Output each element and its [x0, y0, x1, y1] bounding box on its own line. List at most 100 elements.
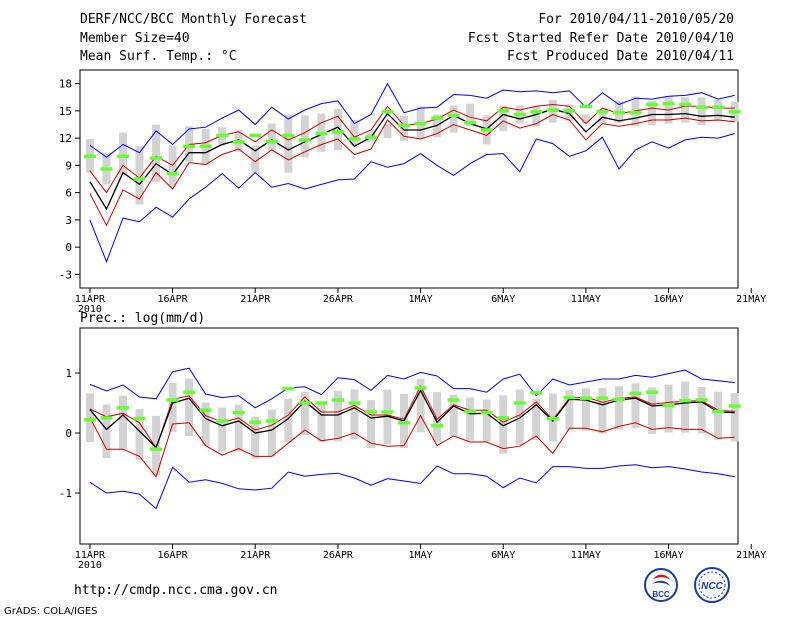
series-line-lower-spread	[89, 414, 735, 478]
spread-box	[135, 146, 144, 205]
bcc-logo: BCC	[644, 568, 678, 602]
temp-panel-title: Mean Surf. Temp.: °C	[80, 49, 237, 64]
spread-box	[466, 103, 475, 127]
spread-box	[681, 97, 690, 123]
spread-box	[366, 400, 375, 449]
y-tick-label: -3	[59, 268, 72, 281]
spread-box	[433, 392, 442, 442]
spread-box	[168, 382, 177, 432]
series-line-ensemble-max	[89, 133, 735, 264]
spread-box	[581, 388, 590, 431]
x-year-label: 2010	[78, 304, 102, 315]
x-tick-label: 21APR	[240, 294, 271, 305]
spread-box	[350, 389, 359, 440]
spread-box	[118, 132, 127, 176]
spread-box	[565, 390, 574, 430]
spread-box	[333, 109, 342, 150]
x-year-label: 2010	[78, 560, 102, 571]
spread-box	[350, 119, 359, 146]
temp-panel: -3 0 3 6 9 12 15 18 11APR 16APR 21APR 26APR 1MAY 6MAY…	[59, 78, 767, 315]
x-tick-label: 1MAY	[409, 550, 433, 561]
x-tick-label: 16MAY	[654, 550, 684, 561]
fcst-produced-date: Fcst Produced Date 2010/04/11	[507, 49, 734, 64]
x-tick-label: 11APR	[75, 294, 106, 305]
spread-box	[532, 106, 541, 127]
grads-credit: GrADS: COLA/IGES	[4, 606, 98, 617]
precip-panel-title: Prec.: log(mm/d)	[80, 311, 206, 326]
y-tick-label: 6	[65, 187, 72, 200]
spread-box	[152, 124, 161, 182]
spread-box	[168, 145, 177, 188]
spread-box	[648, 100, 657, 126]
series-line-lower-spread	[89, 113, 735, 227]
spread-box	[284, 398, 293, 443]
x-tick-label: 6MAY	[491, 294, 515, 305]
x-tick-label: 26APR	[323, 550, 354, 561]
spread-box	[251, 416, 260, 459]
x-tick-label: 16APR	[158, 550, 189, 561]
series-line-upper-spread	[89, 385, 735, 450]
spread-box	[185, 378, 194, 436]
spread-box	[251, 145, 260, 173]
spread-box	[383, 389, 392, 445]
series-line-ensemble-max	[89, 464, 735, 510]
spread-box	[449, 394, 458, 437]
spread-box	[482, 399, 491, 442]
ncc-logo: NCC	[694, 567, 730, 603]
x-tick-label: 21MAY	[736, 550, 766, 561]
spread-box	[317, 401, 326, 442]
spread-box	[697, 386, 706, 434]
spread-box	[267, 123, 276, 151]
series-line-ensemble-min	[89, 367, 735, 409]
spread-box	[565, 104, 574, 121]
spread-box	[499, 106, 508, 131]
spread-box	[466, 397, 475, 441]
y-tick-label: 15	[59, 105, 72, 118]
spread-box	[714, 99, 723, 121]
x-tick-label: 11MAY	[571, 550, 601, 561]
x-tick-label: 26APR	[323, 294, 354, 305]
y-tick-label: 0	[65, 241, 72, 254]
x-tick-label: 6MAY	[491, 550, 515, 561]
x-tick-label: 11MAY	[571, 294, 601, 305]
spread-box	[118, 395, 127, 450]
spread-box	[681, 381, 690, 433]
spread-box	[614, 386, 623, 430]
y-tick-label: 12	[59, 132, 72, 145]
bcc-logo-text: BCC	[652, 590, 670, 599]
spread-box	[333, 390, 342, 442]
spread-box	[730, 393, 739, 442]
series-line-upper-spread	[89, 103, 735, 194]
spread-box	[598, 388, 607, 434]
x-tick-label: 11APR	[75, 550, 106, 561]
source-url[interactable]: http://cmdp.ncc.cma.gov.cn	[74, 583, 278, 598]
y-tick-label: 18	[59, 78, 72, 91]
spread-box	[300, 391, 309, 435]
x-tick-label: 21APR	[240, 550, 271, 561]
spread-box	[102, 404, 111, 459]
y-tick-label: 1	[65, 367, 72, 380]
spread-box	[631, 383, 640, 429]
spread-box	[664, 384, 673, 433]
x-tick-label: 16APR	[158, 294, 189, 305]
spread-box	[218, 407, 227, 452]
x-tick-label: 16MAY	[654, 294, 684, 305]
spread-box	[152, 415, 161, 475]
spread-box	[648, 387, 657, 434]
chart-title: DERF/NCC/BCC Monthly Forecast	[80, 12, 307, 27]
spread-box	[714, 391, 723, 440]
spread-box	[300, 115, 309, 158]
member-size-label: Member Size=40	[80, 31, 190, 46]
y-tick-label: -1	[59, 487, 72, 500]
spread-box	[532, 398, 541, 440]
spread-box	[697, 97, 706, 126]
y-tick-label: 0	[65, 427, 72, 440]
series-line-ensemble-min	[89, 82, 735, 158]
spread-box	[581, 114, 590, 124]
spread-box	[449, 105, 458, 133]
x-tick-label: 1MAY	[409, 294, 433, 305]
spread-box	[267, 409, 276, 457]
spread-box	[201, 402, 210, 447]
series-line-ensemble-mean	[89, 108, 735, 211]
